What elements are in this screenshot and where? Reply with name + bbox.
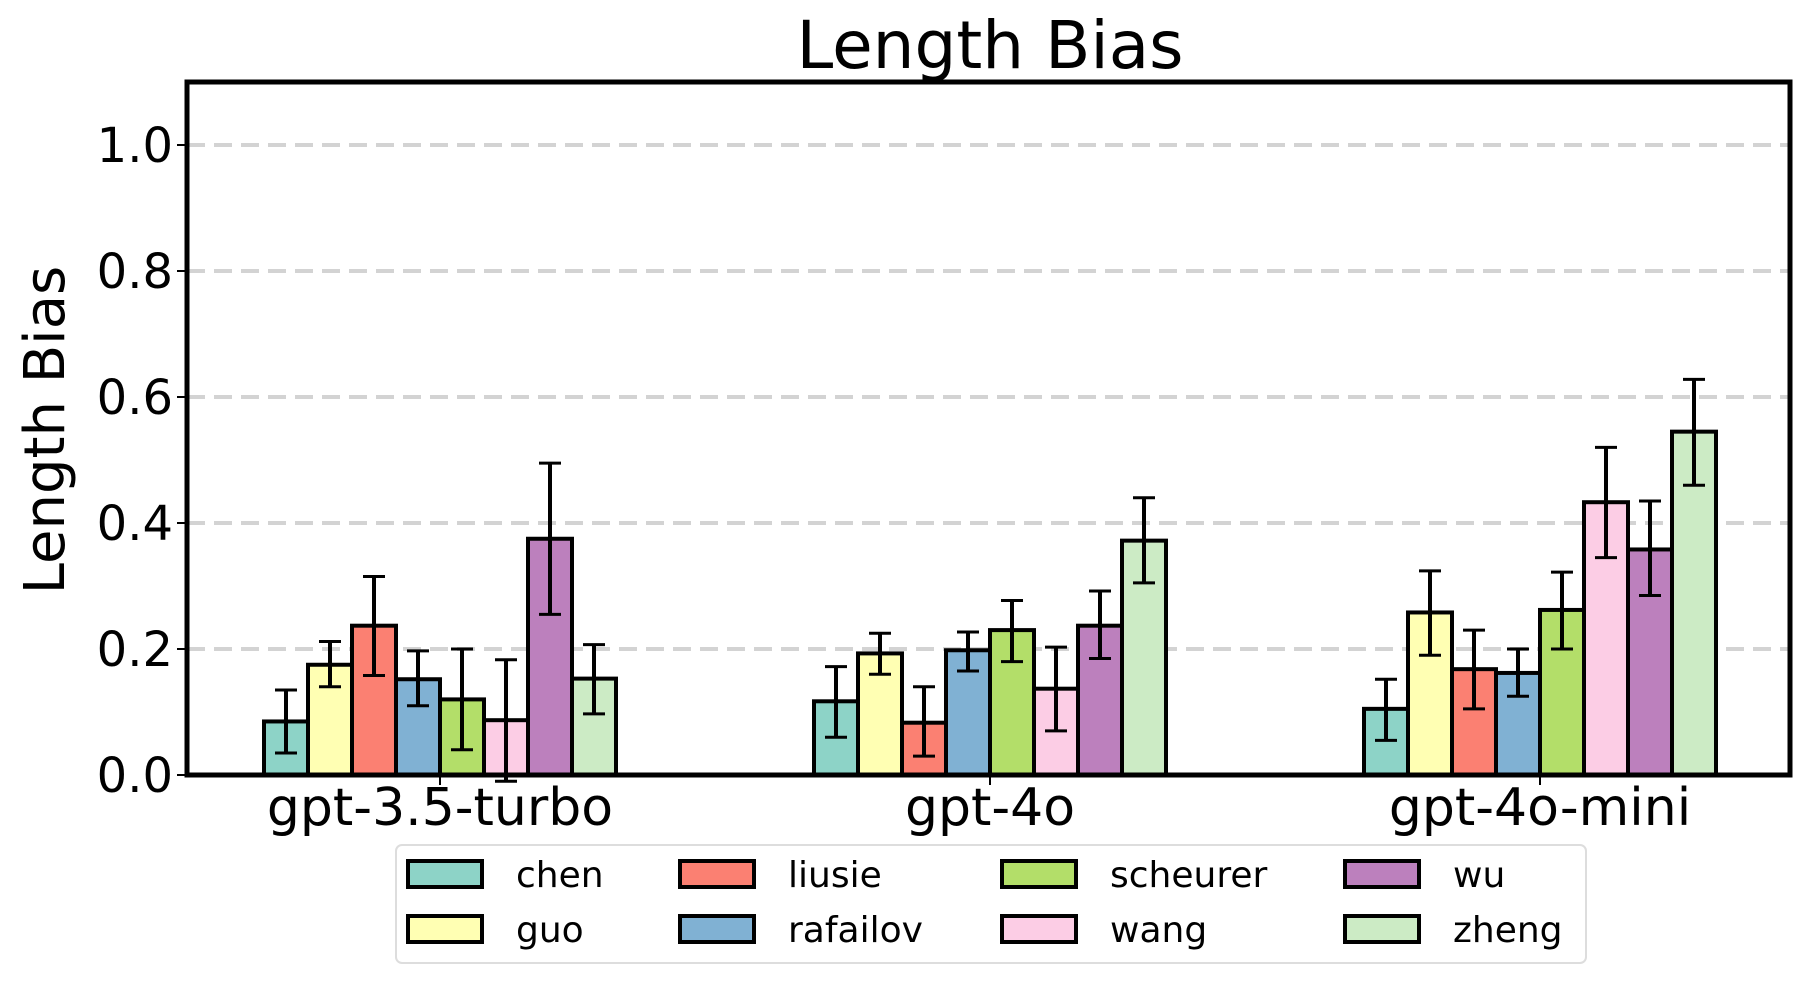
y-tick-label: 0.2 <box>97 622 173 678</box>
plot-frame <box>184 79 1793 778</box>
legend-swatch-chen <box>406 859 484 889</box>
x-tick-label: gpt-4o-mini <box>1389 778 1691 838</box>
y-tick-label: 0.0 <box>97 748 173 804</box>
legend-swatch-rafailov <box>678 914 756 944</box>
y-ticks: 0.0 0.2 0.4 0.6 0.8 1.0 <box>97 118 187 804</box>
legend-swatch-zheng <box>1343 914 1421 944</box>
legend-swatch-guo <box>406 914 484 944</box>
legend-label-chen: chen <box>516 855 604 896</box>
chart-title: Length Bias <box>796 7 1183 84</box>
legend-label-scheurer: scheurer <box>1110 855 1267 896</box>
legend-label-zheng: zheng <box>1453 910 1563 951</box>
legend-swatch-liusie <box>678 859 756 889</box>
y-tick-label: 1.0 <box>97 118 173 174</box>
legend-label-rafailov: rafailov <box>788 910 923 951</box>
bar-zheng-gpt-4o-mini <box>1670 429 1718 777</box>
legend-swatch-scheurer <box>1000 859 1078 889</box>
x-tick-label: gpt-3.5-turbo <box>267 778 613 838</box>
bars <box>262 429 1718 778</box>
legend-label-liusie: liusie <box>788 855 882 896</box>
legend-swatch-wu <box>1343 859 1421 889</box>
gridlines <box>187 143 1790 651</box>
legend-label-guo: guo <box>516 910 584 951</box>
legend-label-wang: wang <box>1110 910 1207 951</box>
y-tick-label: 0.4 <box>97 496 173 552</box>
legend-label-wu: wu <box>1453 855 1505 896</box>
error-bars <box>275 377 1705 783</box>
y-tick-label: 0.8 <box>97 244 173 300</box>
x-tick-label: gpt-4o <box>905 778 1075 838</box>
legend-swatch-wang <box>1000 914 1078 944</box>
legend: chen guo liusie rafailov scheurer wang wu zheng <box>395 844 1587 964</box>
y-axis-label: Length Bias <box>13 266 78 594</box>
y-tick-label: 0.6 <box>97 370 173 426</box>
x-ticks: gpt-3.5-turbo gpt-4o gpt-4o-mini <box>267 775 1691 838</box>
